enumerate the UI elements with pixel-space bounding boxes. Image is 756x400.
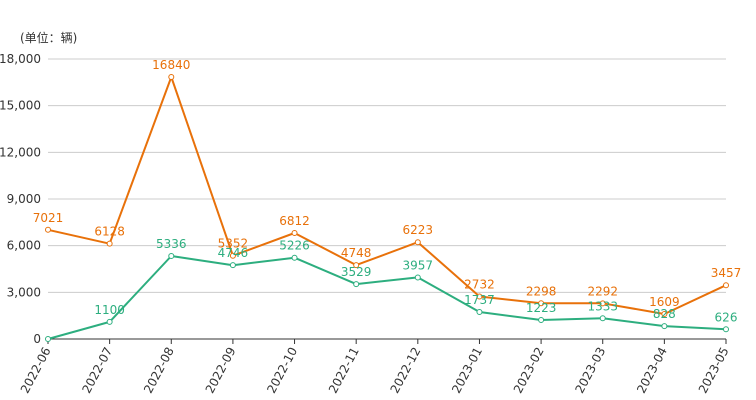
data-label: 2298	[526, 284, 557, 298]
unit-label: (单位：辆)	[20, 30, 77, 45]
data-point	[538, 300, 545, 307]
x-tick-label: 2022-06	[18, 345, 54, 396]
y-tick-label: 9,000	[7, 192, 41, 206]
y-tick-label: 12,000	[0, 145, 41, 159]
data-label: 3457	[711, 266, 742, 280]
data-label: 1333	[587, 299, 618, 313]
y-tick-label: 3,000	[7, 285, 41, 299]
data-point	[723, 282, 729, 289]
data-point	[353, 281, 360, 288]
data-label: 5226	[279, 239, 310, 253]
data-point	[476, 308, 483, 315]
data-label: 4748	[341, 246, 372, 260]
data-label: 1223	[526, 301, 557, 315]
data-point	[414, 239, 421, 246]
x-tick-label: 2023-01	[449, 345, 485, 396]
gridlines	[48, 58, 726, 293]
data-point	[106, 240, 113, 247]
y-axis: 0 3,000 6,000 9,000 12,000 15,000 18,000	[0, 52, 41, 346]
x-axis: 2022-06 2022-07 2022-08 2022-09 2022-10 2022-…	[18, 338, 732, 396]
data-point	[106, 318, 113, 325]
data-label: 6223	[403, 223, 434, 237]
data-point	[45, 226, 51, 233]
data-label: 16840	[152, 58, 190, 72]
y-tick-label: 6,000	[7, 239, 41, 253]
data-point	[599, 315, 606, 322]
series-line-1	[47, 76, 727, 315]
series-line-2	[47, 255, 727, 340]
data-point	[476, 293, 483, 300]
data-label: 6128	[94, 225, 125, 239]
data-label: 5352	[218, 237, 249, 251]
data-point	[168, 74, 175, 81]
data-label: 626	[715, 310, 738, 324]
y-tick-label: 15,000	[0, 99, 41, 113]
data-label: 2732	[464, 278, 495, 292]
x-tick-label: 2022-09	[203, 345, 239, 396]
x-tick-label: 2023-03	[572, 345, 608, 396]
data-point	[661, 323, 668, 330]
data-point	[229, 262, 236, 269]
data-point	[414, 274, 421, 281]
data-label: 828	[653, 307, 676, 321]
data-point	[599, 300, 606, 307]
data-point	[661, 310, 668, 317]
data-point	[723, 326, 729, 333]
y-tick-label: 18,000	[0, 52, 41, 66]
x-tick-label: 2022-11	[326, 345, 362, 396]
data-label: 3957	[403, 258, 434, 272]
series-group	[45, 74, 729, 342]
data-label: 3529	[341, 265, 372, 279]
data-point	[229, 252, 236, 259]
x-tick-label: 2022-10	[264, 345, 300, 396]
data-point	[291, 230, 298, 237]
data-label: 4746	[218, 246, 249, 260]
data-label: 1100	[94, 303, 125, 317]
data-point	[538, 316, 545, 323]
data-label: 7021	[33, 211, 64, 225]
data-label: 6812	[279, 214, 310, 228]
x-tick-label: 2023-02	[511, 345, 547, 396]
x-tick-label: 2023-04	[634, 345, 670, 396]
x-tick-label: 2022-07	[79, 345, 115, 396]
x-tick-label: 2023-05	[696, 345, 732, 396]
data-point	[45, 336, 51, 342]
data-label: 5336	[156, 237, 187, 251]
data-label: 2292	[587, 284, 618, 298]
data-point	[168, 252, 175, 259]
data-label: 1737	[464, 293, 495, 307]
x-tick-label: 2022-12	[388, 345, 424, 396]
data-label: 1609	[649, 295, 680, 309]
data-point	[291, 254, 298, 261]
data-point	[353, 262, 360, 269]
x-tick-label: 2022-08	[141, 345, 177, 396]
y-tick-label: 0	[33, 332, 41, 346]
data-labels: 7021 6128 16840 5352 6812 4748 6223 2732 2298 229…	[33, 58, 742, 324]
